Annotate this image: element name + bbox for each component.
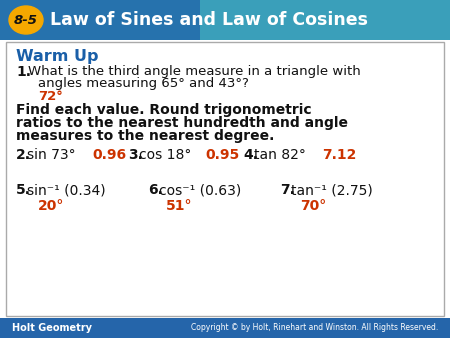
Text: 8-5: 8-5 [14,14,38,26]
Text: 0.95: 0.95 [205,148,239,162]
FancyBboxPatch shape [6,42,444,316]
Text: 2.: 2. [16,148,31,162]
Text: Holt Geometry: Holt Geometry [12,323,92,333]
Text: sin⁻¹ (0.34): sin⁻¹ (0.34) [27,183,106,197]
Text: sin 73°: sin 73° [27,148,76,162]
Text: ratios to the nearest hundredth and angle: ratios to the nearest hundredth and angl… [16,116,348,130]
Text: 5.: 5. [16,183,31,197]
Text: Warm Up: Warm Up [16,48,99,64]
Text: cos⁻¹ (0.63): cos⁻¹ (0.63) [159,183,241,197]
Text: 72°: 72° [38,90,63,102]
Text: 7.: 7. [280,183,295,197]
Text: 6.: 6. [148,183,163,197]
Text: 1.: 1. [16,65,31,79]
Text: tan 82°: tan 82° [254,148,306,162]
Text: measures to the nearest degree.: measures to the nearest degree. [16,129,274,143]
Bar [0,0,200,40]
Bar [0,0,450,40]
Text: 70°: 70° [300,199,326,213]
Text: What is the third angle measure in a triangle with: What is the third angle measure in a tri… [28,66,361,78]
Text: cos 18°: cos 18° [139,148,191,162]
Text: 4.: 4. [243,148,258,162]
Text: Copyright © by Holt, Rinehart and Winston. All Rights Reserved.: Copyright © by Holt, Rinehart and Winsto… [191,323,438,333]
Text: 3.: 3. [128,148,143,162]
Bar [0,318,450,338]
Text: tan⁻¹ (2.75): tan⁻¹ (2.75) [291,183,373,197]
Text: angles measuring 65° and 43°?: angles measuring 65° and 43°? [38,77,249,91]
Text: Law of Sines and Law of Cosines: Law of Sines and Law of Cosines [50,11,368,29]
Text: 7.12: 7.12 [322,148,356,162]
Text: 0.96: 0.96 [92,148,126,162]
Text: Find each value. Round trigonometric: Find each value. Round trigonometric [16,103,311,117]
Text: 51°: 51° [166,199,193,213]
Ellipse shape [9,6,43,34]
Text: 20°: 20° [38,199,64,213]
